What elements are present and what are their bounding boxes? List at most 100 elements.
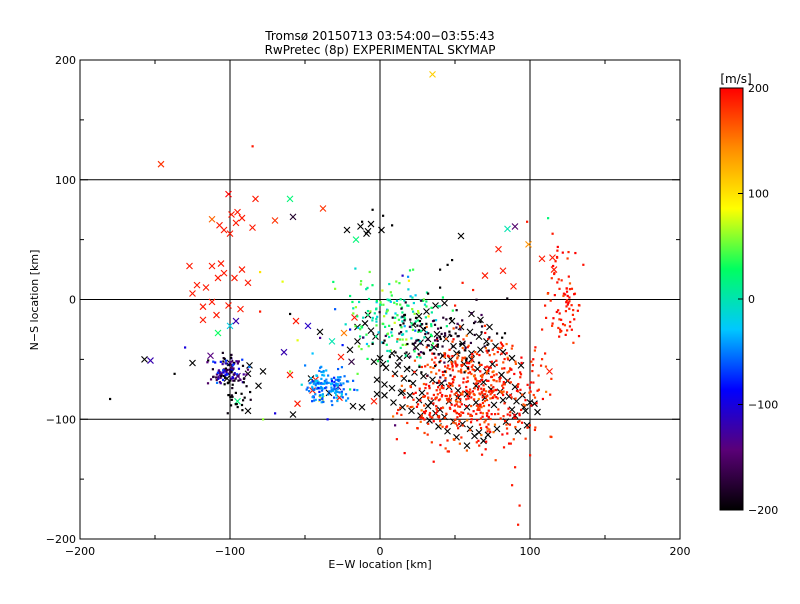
data-point: [207, 359, 210, 362]
data-point: [487, 370, 490, 373]
data-point-cross: [199, 303, 207, 311]
data-point: [450, 334, 453, 337]
data-point: [484, 346, 487, 350]
data-point: [464, 370, 467, 373]
data-point: [557, 309, 560, 312]
data-point: [492, 395, 495, 398]
chart-subtitle: RwPretec (8p) EXPERIMENTAL SKYMAP: [265, 43, 496, 57]
data-point: [330, 379, 334, 383]
data-point: [319, 382, 322, 385]
data-point: [424, 332, 427, 336]
data-point: [506, 356, 509, 359]
data-point: [415, 339, 418, 342]
data-point-cross: [309, 387, 316, 394]
data-point: [553, 294, 556, 297]
data-point: [346, 397, 350, 400]
data-point: [404, 301, 407, 304]
data-point-cross: [381, 391, 388, 399]
data-point: [226, 412, 229, 415]
data-point: [371, 418, 374, 421]
data-point: [455, 403, 458, 406]
data-point: [410, 337, 413, 340]
data-point: [425, 325, 428, 328]
data-point: [423, 418, 426, 421]
data-point-cross: [361, 320, 369, 327]
data-point: [344, 323, 347, 326]
data-point: [338, 391, 341, 394]
data-point: [439, 420, 442, 423]
data-point: [311, 380, 314, 383]
data-point-cross: [490, 401, 498, 409]
data-point-cross: [225, 302, 232, 309]
data-point: [479, 374, 483, 378]
data-point: [547, 217, 550, 220]
data-point-cross: [208, 262, 216, 270]
data-point: [424, 409, 428, 413]
data-point: [463, 371, 466, 374]
data-point: [570, 328, 573, 331]
data-point: [502, 386, 505, 390]
data-point-cross: [408, 407, 415, 415]
data-point: [451, 340, 454, 343]
data-point: [445, 337, 448, 340]
data-point-cross: [523, 421, 531, 429]
data-point: [478, 407, 481, 410]
data-point: [432, 366, 435, 369]
data-point: [396, 412, 399, 415]
data-point: [306, 386, 309, 389]
data-point: [334, 391, 337, 394]
data-point: [458, 384, 461, 387]
data-point: [400, 413, 403, 417]
data-point: [452, 338, 455, 341]
data-point: [444, 365, 447, 368]
data-point: [327, 374, 330, 377]
data-point: [539, 364, 543, 367]
data-point: [479, 411, 482, 414]
data-point: [528, 424, 532, 427]
data-point: [568, 325, 572, 328]
data-point: [461, 319, 464, 322]
data-point-cross: [463, 442, 471, 449]
data-point: [481, 396, 484, 399]
data-point: [475, 352, 479, 356]
data-point: [222, 374, 226, 378]
data-point: [358, 335, 362, 338]
data-point: [551, 322, 554, 325]
data-point: [333, 387, 336, 390]
data-point: [574, 251, 577, 255]
data-point: [316, 381, 319, 384]
data-point: [225, 371, 228, 374]
data-point-cross: [225, 190, 232, 198]
data-point: [232, 367, 235, 370]
data-point: [451, 309, 454, 312]
data-point: [241, 358, 244, 361]
data-point-cross: [390, 399, 397, 406]
data-point-cross: [214, 329, 222, 337]
data-point: [474, 320, 477, 323]
data-point: [338, 378, 341, 382]
data-point: [460, 392, 463, 395]
data-point: [334, 382, 337, 385]
data-point: [520, 421, 524, 424]
data-point: [492, 374, 496, 377]
data-point: [469, 429, 472, 432]
data-point: [226, 373, 229, 376]
data-point: [443, 355, 446, 359]
data-point: [456, 424, 459, 427]
data-point: [458, 405, 462, 408]
data-point: [219, 382, 222, 385]
data-point: [399, 346, 402, 349]
data-point: [466, 362, 469, 365]
data-point: [458, 422, 461, 426]
data-point-cross: [493, 425, 501, 433]
data-point: [383, 315, 386, 318]
data-point: [433, 361, 436, 364]
data-point-cross: [244, 279, 252, 287]
data-point: [391, 316, 394, 319]
data-point: [334, 308, 337, 311]
data-point: [420, 414, 423, 417]
data-point: [478, 444, 481, 447]
data-point: [441, 425, 444, 428]
data-point: [436, 336, 439, 339]
data-point: [420, 329, 423, 333]
